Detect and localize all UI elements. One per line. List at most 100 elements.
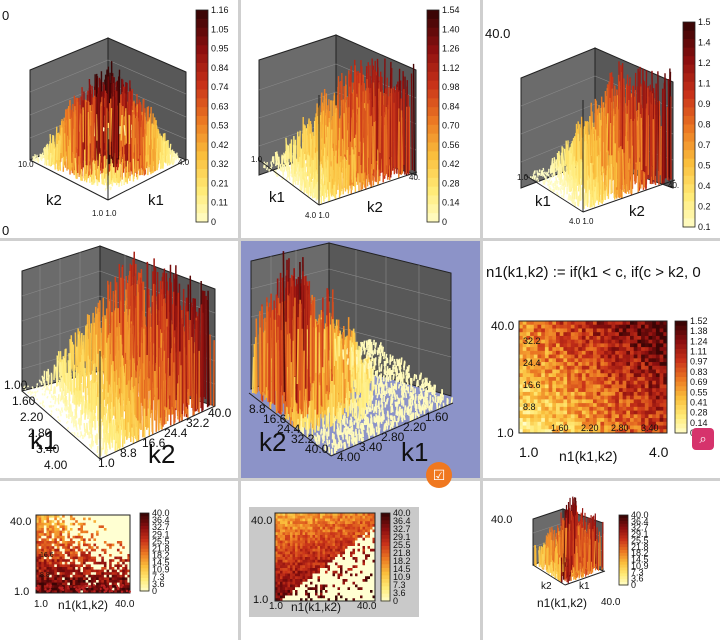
panel-2[interactable]: 1.54 1.40 1.26 1.12 0.98 0.84 0.70 0.56 0.42 0.28… — [241, 0, 480, 238]
surface-spike — [378, 88, 381, 153]
surface-spike — [71, 341, 74, 372]
surface-spike — [437, 396, 441, 403]
colorbar-swatch — [683, 90, 695, 100]
colorbar-swatch — [683, 64, 695, 74]
colorbar-tick-label: 0.42 — [211, 140, 229, 150]
surface-spike — [338, 402, 341, 424]
surface-spike — [431, 396, 435, 402]
colorbar-swatch — [196, 18, 208, 29]
surface-spike — [72, 424, 76, 428]
surface-spike — [325, 431, 329, 440]
box-edge — [582, 179, 676, 213]
surface-spike — [84, 325, 87, 362]
colorbar-swatch — [196, 98, 208, 108]
colorbar-swatch — [196, 63, 208, 73]
surface-spike — [435, 402, 439, 409]
surface-spike — [376, 393, 379, 399]
surface-spike — [57, 147, 59, 172]
surface-spike — [97, 93, 100, 167]
surface-spike — [365, 105, 368, 168]
surface-spike — [87, 377, 91, 404]
axis-end-label: 1.0 — [251, 155, 263, 164]
colorbar-swatch — [196, 151, 208, 161]
colorbar-swatch — [683, 30, 695, 40]
colorbar-swatch — [427, 107, 439, 117]
surface-spike — [309, 138, 313, 165]
box-3d — [21, 245, 216, 460]
surface-spike — [340, 100, 343, 157]
axis-label-k2: k2 — [148, 439, 175, 469]
surface-spike — [325, 177, 328, 198]
surface-spike — [36, 398, 39, 401]
panel-1[interactable]: 1.16 1.05 0.95 0.84 0.74 0.63 0.53 0.42 0.32 0.21… — [0, 0, 238, 238]
colorbar-swatch — [196, 45, 208, 55]
colorbar-swatch — [427, 116, 439, 126]
panel-3[interactable]: 1.5 1.4 1.2 1.1 0.9 0.8 0.7 0.5 0.4 0.2 0.1 40.0 k1 k… — [483, 0, 720, 238]
surface-spike — [266, 162, 269, 166]
axis-label-k1: k1 — [535, 193, 551, 210]
surface-spike — [207, 290, 210, 407]
surface-spike — [339, 162, 342, 196]
surface-spike — [70, 117, 73, 163]
surface-spike — [385, 353, 388, 359]
surface-spike — [103, 416, 107, 433]
surface-spike — [392, 373, 395, 381]
colorbar-tick-label: 0.70 — [442, 121, 460, 131]
row-divider — [0, 478, 720, 481]
surface-spike — [71, 431, 74, 434]
colorbar-swatch — [427, 195, 439, 205]
surface-spike — [298, 130, 301, 157]
surface-spike — [263, 164, 266, 169]
axis-end-label: 1.0 — [517, 173, 529, 182]
axis-label-k2: k2 — [629, 203, 645, 220]
colorbar-swatch — [683, 39, 695, 49]
surface-spike — [120, 114, 123, 141]
surface-spike — [649, 104, 653, 184]
surface-spike — [311, 187, 314, 199]
axis-end-label: 4.0 — [178, 158, 190, 167]
colorbar-swatch — [427, 89, 439, 99]
surface-spike — [57, 416, 60, 419]
surface-spike — [31, 386, 34, 389]
surface-spike — [190, 337, 193, 404]
axis-tick-k1: 2.80 — [28, 426, 52, 440]
surface-spike — [34, 391, 37, 394]
colorbar-tick-label: 0.95 — [211, 44, 229, 54]
surface-spike — [378, 427, 381, 435]
surface-spike — [334, 150, 337, 182]
colorbar-swatch — [196, 142, 208, 152]
colorbar-swatch — [427, 71, 439, 82]
colorbar-tick-label: 0.8 — [698, 120, 711, 130]
surface-spike — [69, 372, 72, 392]
panel-4[interactable]: 1.00 1.60 2.20 2.80 3.40 4.00 1.0 8.8 16.6 24.4 32… — [0, 241, 238, 478]
surface-spike — [299, 148, 303, 169]
surface-spike — [313, 435, 317, 442]
surface-plot-1: 1.16 1.05 0.95 0.84 0.74 0.63 0.53 0.42 0.32 0.21… — [2, 5, 229, 238]
surface-spike — [91, 383, 94, 405]
colorbar-swatch — [196, 27, 208, 38]
surface-spike — [289, 143, 292, 162]
surface-spike — [94, 96, 97, 161]
axis-origin-label: 4.0 1.0 — [305, 211, 330, 220]
surface-spike — [104, 445, 107, 455]
panel-5[interactable]: 8.8 16.6 24.4 32.2 40.0 4.00 3.40 2.80 2.20 1.60 k… — [241, 241, 480, 478]
surface-spike — [555, 160, 558, 170]
surface-spike — [303, 153, 306, 171]
colorbar-tick-label: 0.32 — [211, 159, 229, 169]
surface-spike — [163, 350, 166, 409]
surface-spike — [40, 381, 43, 386]
colorbar-swatch — [427, 142, 439, 152]
surface-spike — [36, 157, 39, 163]
surface-spike — [374, 384, 377, 396]
surface-spike — [389, 415, 393, 421]
surface-spike — [410, 73, 414, 171]
surface-spike — [326, 439, 329, 446]
colorbar-swatch — [427, 98, 439, 108]
surface-spike — [553, 157, 556, 169]
surface-spike — [556, 191, 559, 196]
surface-spike — [23, 385, 27, 389]
surface-spike — [49, 405, 52, 408]
surface-spike — [573, 166, 576, 183]
surface-spike — [532, 174, 535, 177]
surface-spike — [597, 182, 600, 206]
